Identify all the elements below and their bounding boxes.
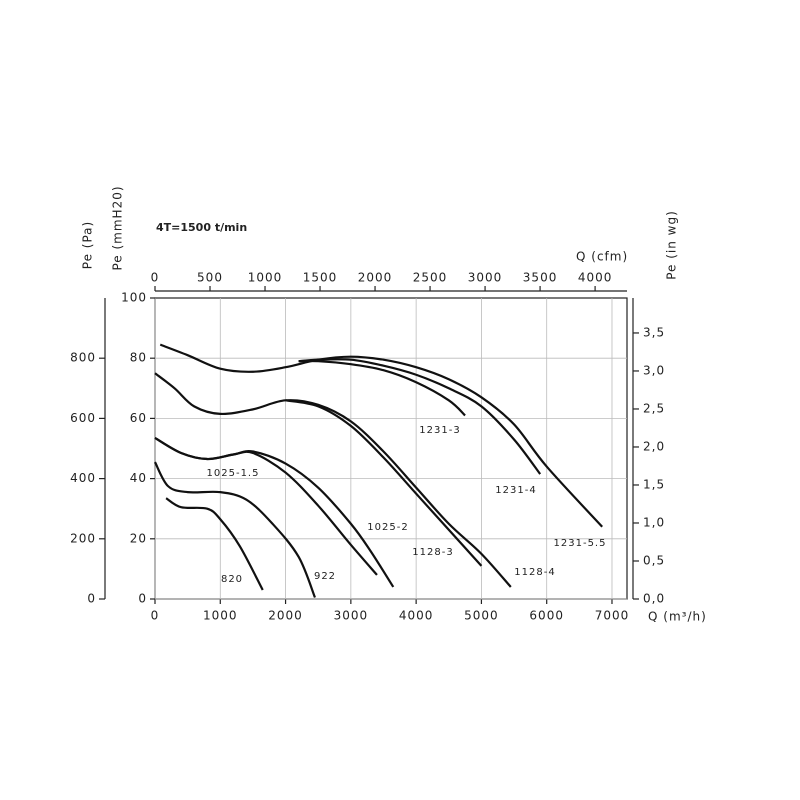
fan-curve: [154, 437, 395, 588]
x-tick-label: 4000: [399, 609, 434, 623]
x-tick-label: 5000: [464, 609, 499, 623]
y-tick-label: 0: [87, 592, 96, 606]
x2-tick-label: 3500: [523, 271, 558, 285]
y2-tick-label: 0,0: [643, 592, 665, 606]
y2-tick-label: 1,0: [643, 515, 665, 529]
curve-label: 1128-3: [412, 547, 453, 558]
curve-label: 1231-3: [419, 425, 460, 436]
x-tick-label: 2000: [268, 609, 303, 623]
fan-curve: [154, 372, 512, 588]
ymm-tick-label: 20: [130, 531, 147, 545]
y2-tick-label: 2,0: [643, 439, 665, 453]
x-tick-label: 7000: [595, 609, 630, 623]
ymm-tick-label: 0: [138, 592, 147, 606]
x2-tick-label: 1500: [303, 271, 338, 285]
y2-tick-label: 0,5: [643, 553, 665, 567]
plot-frame: [154, 297, 628, 600]
fan-curve: [298, 358, 542, 475]
y2-tick-label: 2,5: [643, 401, 665, 415]
x2-axis-label: Q (cfm): [576, 250, 628, 264]
curve-label: 1231-4: [495, 485, 536, 496]
y-tick-label: 800: [70, 351, 96, 365]
y-axis-label: Pe (Pa): [81, 221, 95, 269]
y2-axis-label: Pe (in wg): [665, 210, 679, 280]
fan-curve: [165, 497, 264, 591]
y-tick-label: 200: [70, 531, 96, 545]
fan-curve: [154, 461, 316, 598]
curve-label: 1025-2: [367, 522, 408, 533]
curve-label: 1128-4: [514, 567, 555, 578]
ymm-tick-label: 40: [130, 471, 147, 485]
x2-tick-label: 3000: [468, 271, 503, 285]
curve-label: 1025-1.5: [207, 468, 260, 479]
ymm-axis-label: Pe (mmH20): [111, 185, 125, 270]
ymm-tick-label: 100: [121, 291, 147, 305]
fan-curve: [285, 399, 483, 567]
y-tick-label: 400: [70, 471, 96, 485]
y2-tick-label: 3,5: [643, 325, 665, 339]
curve-label: 1231-5.5: [554, 538, 607, 549]
x-tick-label: 3000: [334, 609, 369, 623]
curve-label: 820: [221, 574, 243, 585]
x-tick-label: 1000: [203, 609, 238, 623]
x-axis-label: Q (m³/h): [648, 610, 707, 624]
x-tick-label: 0: [151, 609, 160, 623]
x2-tick-label: 4000: [578, 271, 613, 285]
fan-curve: [154, 437, 378, 576]
curve-label: 922: [314, 571, 336, 582]
x2-tick-label: 0: [151, 271, 160, 285]
fan-curve: [298, 359, 466, 417]
x2-tick-label: 2000: [358, 271, 393, 285]
x2-tick-label: 500: [197, 271, 223, 285]
y-tick-label: 600: [70, 411, 96, 425]
y2-tick-label: 1,5: [643, 477, 665, 491]
x2-tick-label: 1000: [248, 271, 283, 285]
fan-curve: [159, 343, 604, 528]
y2-tick-label: 3,0: [643, 363, 665, 377]
ymm-tick-label: 80: [130, 351, 147, 365]
ymm-tick-label: 60: [130, 411, 147, 425]
chart-title: 4T=1500 t/min: [156, 221, 247, 234]
x-tick-label: 6000: [529, 609, 564, 623]
x2-tick-label: 2500: [413, 271, 448, 285]
